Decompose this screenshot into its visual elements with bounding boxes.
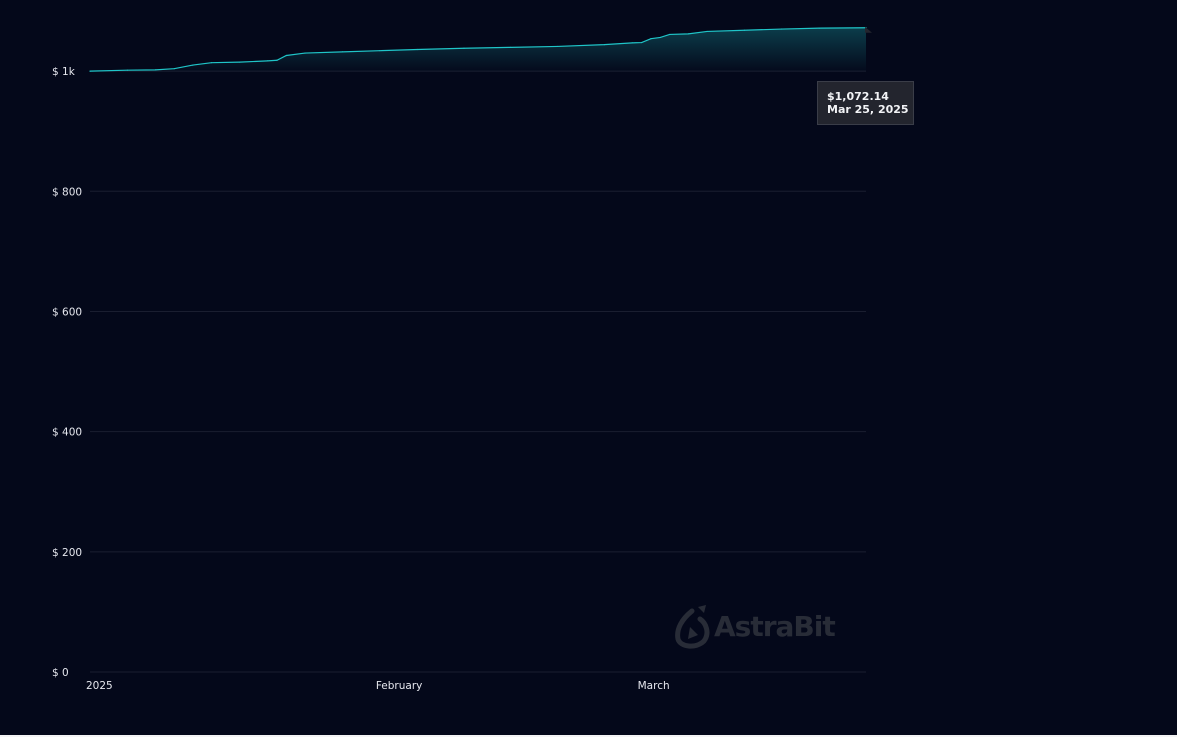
data-point	[631, 42, 633, 44]
value-tooltip: $1,072.14 Mar 25, 2025	[817, 81, 914, 125]
y-tick-label: $ 800	[52, 186, 82, 198]
y-axis: $ 0 $ 200 $ 400 $ 600 $ 800 $ 1k	[52, 66, 82, 679]
x-tick-label: 2025	[86, 680, 113, 692]
data-point	[818, 27, 820, 29]
y-tick-label: $ 0	[52, 667, 69, 679]
data-point	[304, 52, 306, 54]
data-point	[379, 50, 381, 52]
data-point	[687, 33, 689, 35]
data-point	[463, 47, 465, 49]
series-line	[89, 27, 867, 72]
x-axis: 2025 February March	[86, 680, 670, 692]
tooltip-pointer	[865, 26, 872, 33]
x-tick-label: March	[638, 680, 670, 692]
data-point	[743, 29, 746, 31]
tooltip-date: Mar 25, 2025	[827, 103, 909, 116]
x-tick-label: February	[376, 680, 423, 692]
data-point	[641, 41, 643, 44]
y-tick-label: $ 400	[52, 427, 82, 439]
data-point	[416, 48, 418, 51]
data-point	[556, 45, 559, 48]
data-point	[238, 61, 241, 63]
data-point	[173, 68, 175, 70]
y-tick-label: $ 200	[52, 547, 82, 559]
data-point	[89, 70, 91, 72]
data-point	[659, 36, 661, 39]
data-point	[192, 64, 194, 66]
data-point	[267, 60, 269, 62]
y-tick-label: $ 600	[52, 306, 82, 318]
watermark-text: AstraBit	[714, 609, 836, 643]
data-point	[154, 69, 157, 71]
data-point	[341, 51, 344, 53]
y-tick-label: $ 1k	[52, 66, 76, 78]
data-point	[285, 54, 287, 57]
data-point	[510, 46, 512, 48]
series-area-fill	[90, 27, 866, 74]
grid-lines	[90, 70, 866, 673]
bottom-border	[0, 735, 1177, 737]
data-point	[126, 69, 128, 71]
data-point	[210, 62, 213, 64]
data-point	[276, 59, 278, 61]
data-point	[706, 30, 708, 33]
data-point	[603, 44, 605, 46]
hover-marker	[865, 26, 872, 33]
tooltip-value: $1,072.14	[827, 90, 889, 103]
astrabit-logo-icon	[675, 605, 710, 649]
data-point	[669, 33, 671, 36]
data-point	[781, 28, 783, 30]
data-point	[650, 38, 652, 40]
watermark: AstraBit	[672, 600, 836, 652]
series-area	[90, 27, 866, 74]
